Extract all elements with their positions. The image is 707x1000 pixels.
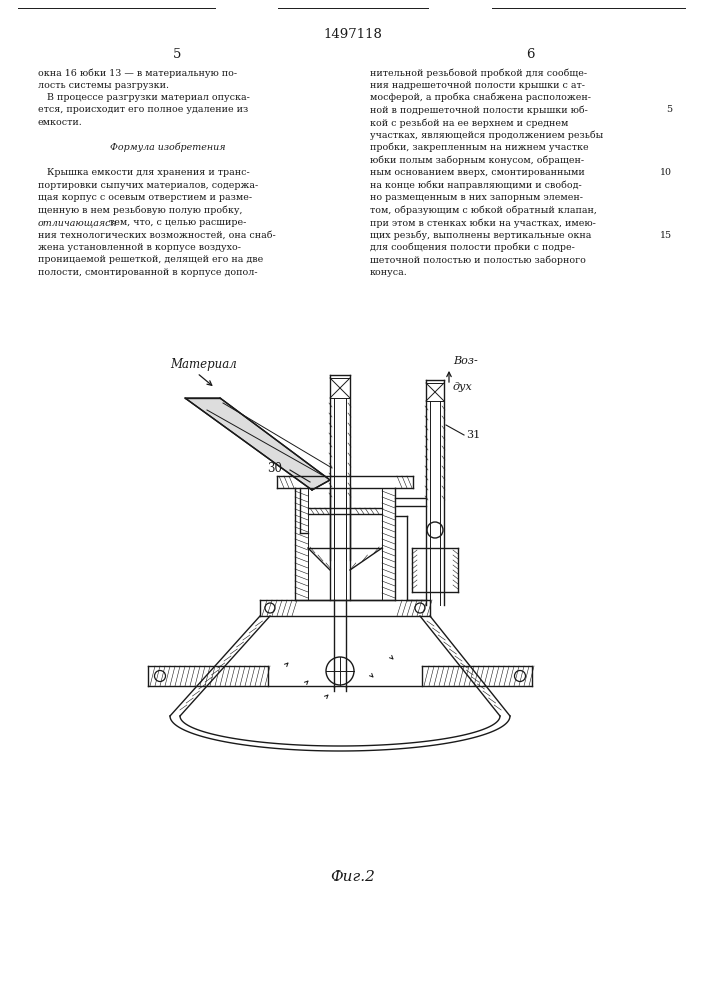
Polygon shape: [185, 398, 330, 490]
Text: ным основанием вверх, смонтированными: ным основанием вверх, смонтированными: [370, 168, 585, 177]
Text: полости, смонтированной в корпусе допол-: полости, смонтированной в корпусе допол-: [38, 268, 257, 277]
Text: щенную в нем резьбовую полую пробку,: щенную в нем резьбовую полую пробку,: [38, 206, 243, 215]
Text: пробки, закрепленным на нижнем участке: пробки, закрепленным на нижнем участке: [370, 143, 589, 152]
Text: кой с резьбой на ее верхнем и среднем: кой с резьбой на ее верхнем и среднем: [370, 118, 568, 127]
Text: отличающаяся: отличающаяся: [38, 218, 118, 227]
Text: щих резьбу, выполнены вертикальные окна: щих резьбу, выполнены вертикальные окна: [370, 231, 591, 240]
Text: Фиг.2: Фиг.2: [331, 870, 375, 884]
Text: на конце юбки направляющими и свобод-: на конце юбки направляющими и свобод-: [370, 180, 582, 190]
Text: ной в подрешеточной полости крышки юб-: ной в подрешеточной полости крышки юб-: [370, 105, 588, 115]
Text: окна 16 юбки 13 — в материальную по-: окна 16 юбки 13 — в материальную по-: [38, 68, 237, 78]
Text: жена установленной в корпусе воздухо-: жена установленной в корпусе воздухо-: [38, 243, 241, 252]
Text: портировки сыпучих материалов, содержа-: портировки сыпучих материалов, содержа-: [38, 180, 258, 190]
Text: 1497118: 1497118: [324, 28, 382, 41]
Text: 5: 5: [666, 105, 672, 114]
Text: нительной резьбовой пробкой для сообще-: нительной резьбовой пробкой для сообще-: [370, 68, 587, 78]
Text: 30: 30: [267, 462, 282, 475]
Text: Крышка емкости для хранения и транс-: Крышка емкости для хранения и транс-: [38, 168, 250, 177]
Text: Формула изобретения: Формула изобретения: [110, 143, 226, 152]
Text: шеточной полостью и полостью заборного: шеточной полостью и полостью заборного: [370, 255, 586, 265]
Text: 31: 31: [466, 430, 480, 440]
Text: мосферой, а пробка снабжена расположен-: мосферой, а пробка снабжена расположен-: [370, 93, 591, 103]
Text: 5: 5: [173, 48, 181, 61]
Text: Воз-: Воз-: [453, 356, 478, 366]
Text: лость системы разгрузки.: лость системы разгрузки.: [38, 81, 169, 90]
Text: том, образующим с юбкой обратный клапан,: том, образующим с юбкой обратный клапан,: [370, 206, 597, 215]
Text: для сообщения полости пробки с подре-: для сообщения полости пробки с подре-: [370, 243, 575, 252]
Text: проницаемой решеткой, делящей его на две: проницаемой решеткой, делящей его на две: [38, 255, 263, 264]
Text: дух: дух: [453, 382, 473, 392]
Text: Материал: Материал: [170, 358, 237, 371]
Text: при этом в стенках юбки на участках, имею-: при этом в стенках юбки на участках, име…: [370, 218, 596, 228]
Text: В процессе разгрузки материал опуска-: В процессе разгрузки материал опуска-: [38, 93, 250, 102]
Text: 15: 15: [660, 231, 672, 239]
Text: конуса.: конуса.: [370, 268, 408, 277]
Text: но размещенным в них запорным элемен-: но размещенным в них запорным элемен-: [370, 193, 583, 202]
Text: участках, являющейся продолжением резьбы: участках, являющейся продолжением резьбы: [370, 130, 603, 140]
Text: 10: 10: [660, 168, 672, 177]
Text: ется, происходит его полное удаление из: ется, происходит его полное удаление из: [38, 105, 248, 114]
Text: емкости.: емкости.: [38, 118, 83, 127]
Text: ния технологических возможностей, она снаб-: ния технологических возможностей, она сн…: [38, 231, 276, 239]
Text: 6: 6: [526, 48, 534, 61]
Text: ния надрешеточной полости крышки с ат-: ния надрешеточной полости крышки с ат-: [370, 81, 585, 90]
Text: тем, что, с целью расшире-: тем, что, с целью расшире-: [106, 218, 246, 227]
Text: юбки полым заборным конусом, обращен-: юбки полым заборным конусом, обращен-: [370, 155, 584, 165]
Text: щая корпус с осевым отверстием и разме-: щая корпус с осевым отверстием и разме-: [38, 193, 252, 202]
